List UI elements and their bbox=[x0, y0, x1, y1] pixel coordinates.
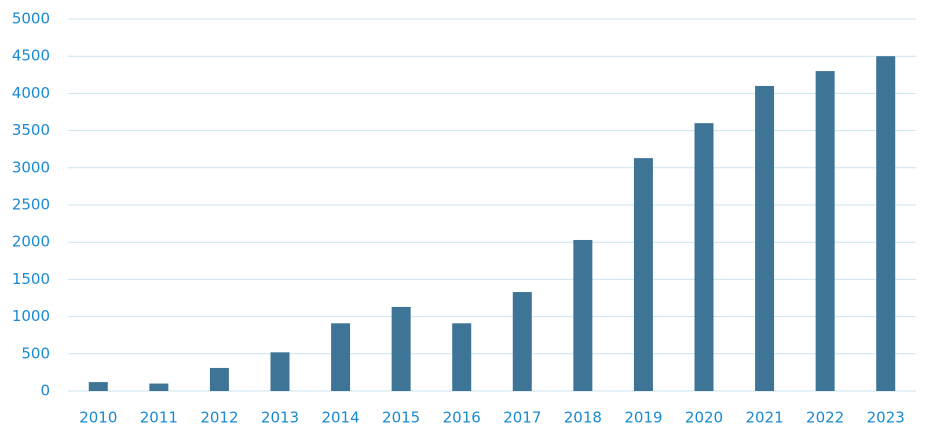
bar bbox=[815, 71, 835, 391]
bar bbox=[633, 158, 653, 391]
x-tick-label: 2017 bbox=[503, 409, 541, 427]
y-tick-label: 0 bbox=[40, 382, 50, 400]
bar bbox=[452, 323, 472, 391]
x-tick-label: 2023 bbox=[867, 409, 905, 427]
x-tick-label: 2015 bbox=[382, 409, 420, 427]
x-tick-label: 2011 bbox=[140, 409, 178, 427]
y-tick-label: 2000 bbox=[12, 233, 50, 251]
y-tick-label: 4500 bbox=[12, 47, 50, 65]
x-tick-label: 2013 bbox=[261, 409, 299, 427]
y-tick-label: 1000 bbox=[12, 307, 50, 325]
x-tick-label: 2019 bbox=[624, 409, 662, 427]
y-tick-label: 4000 bbox=[12, 84, 50, 102]
x-tick-label: 2012 bbox=[200, 409, 238, 427]
bar bbox=[694, 123, 714, 391]
bar bbox=[512, 292, 532, 391]
x-tick-label: 2020 bbox=[685, 409, 723, 427]
x-tick-label: 2021 bbox=[745, 409, 783, 427]
bar bbox=[391, 306, 411, 391]
y-tick-label: 5000 bbox=[12, 10, 50, 28]
y-tick-label: 500 bbox=[21, 344, 50, 362]
bar bbox=[331, 323, 351, 391]
y-tick-label: 2500 bbox=[12, 196, 50, 214]
y-tick-label: 1500 bbox=[12, 270, 50, 288]
bar bbox=[88, 382, 108, 391]
x-tick-label: 2022 bbox=[806, 409, 844, 427]
bar bbox=[149, 383, 169, 391]
bar bbox=[876, 56, 896, 391]
x-tick-label: 2014 bbox=[321, 409, 359, 427]
x-tick-label: 2016 bbox=[443, 409, 481, 427]
bar bbox=[270, 352, 290, 391]
x-tick-label: 2018 bbox=[564, 409, 602, 427]
y-tick-label: 3000 bbox=[12, 158, 50, 176]
x-tick-label: 2010 bbox=[79, 409, 117, 427]
bar bbox=[755, 85, 775, 392]
bar bbox=[209, 367, 229, 391]
y-tick-label: 3500 bbox=[12, 121, 50, 139]
bar bbox=[573, 239, 593, 391]
